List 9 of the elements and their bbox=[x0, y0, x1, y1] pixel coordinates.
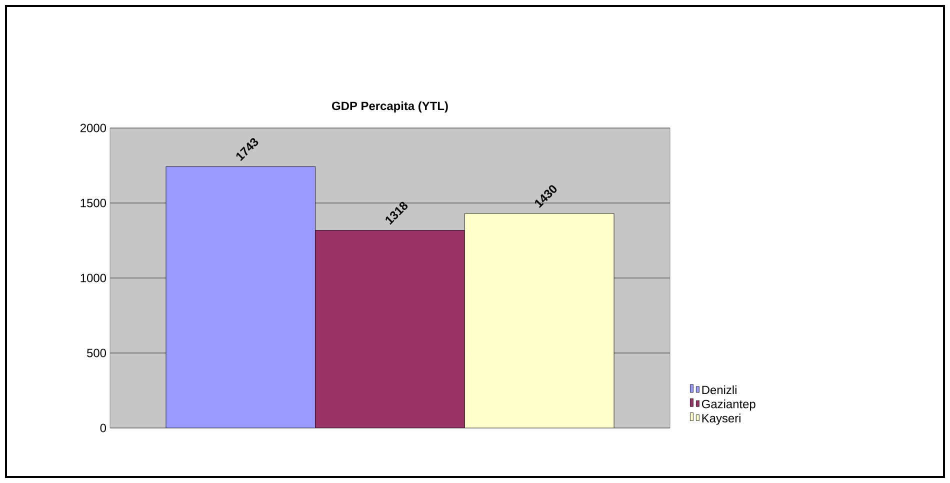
y-tick-label: 1500 bbox=[80, 198, 106, 208]
legend-label: Gaziantep bbox=[702, 400, 756, 411]
legend-label: Denizli bbox=[702, 385, 736, 394]
y-tick-label: 2000 bbox=[80, 124, 106, 132]
y-tick-label: 500 bbox=[87, 348, 106, 358]
y-tick-label: 0 bbox=[100, 424, 106, 432]
legend-label: Kayseri bbox=[702, 414, 740, 425]
chart-title: GDP Percapita (YTL) bbox=[332, 101, 448, 113]
y-tick-label: 1000 bbox=[80, 274, 106, 282]
